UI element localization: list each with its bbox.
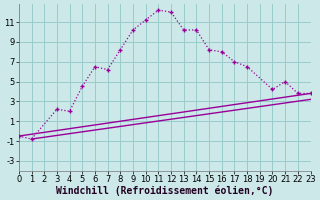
X-axis label: Windchill (Refroidissement éolien,°C): Windchill (Refroidissement éolien,°C): [56, 185, 273, 196]
